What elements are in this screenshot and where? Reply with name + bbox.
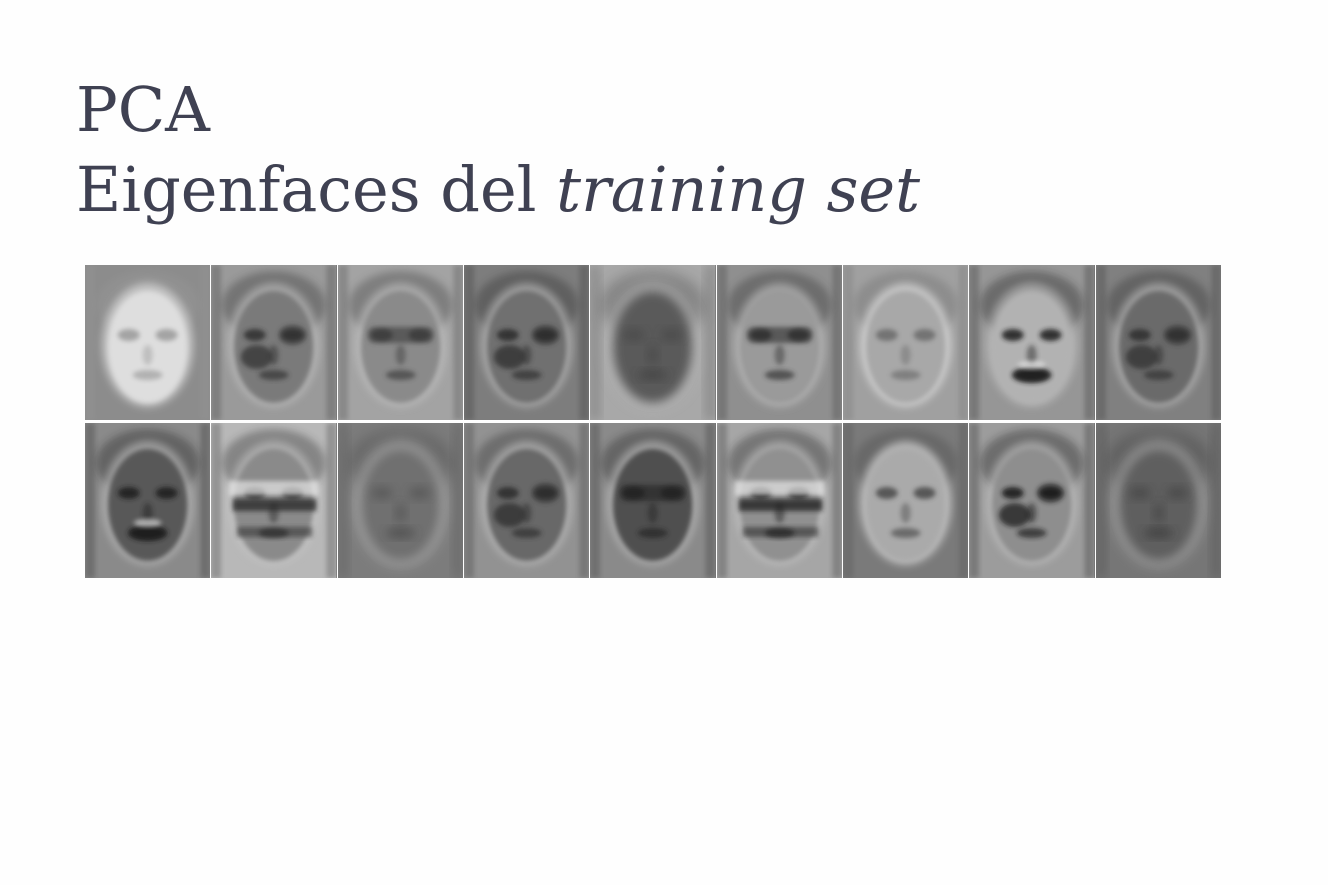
title-line1: PCA bbox=[76, 73, 210, 146]
eigenface-image bbox=[85, 265, 211, 420]
eigenface-image bbox=[1095, 423, 1221, 578]
eigenface-image bbox=[590, 265, 716, 420]
eigenface-image bbox=[337, 265, 463, 420]
eigenface-image bbox=[969, 265, 1095, 420]
eigenface-image bbox=[337, 423, 463, 578]
eigenface-image bbox=[716, 265, 842, 420]
eigenface-image bbox=[843, 423, 969, 578]
eigenface-image bbox=[843, 265, 969, 420]
eigenface-image bbox=[716, 423, 842, 578]
eigenface-image bbox=[464, 265, 590, 420]
title-line2-italic: training set bbox=[556, 153, 921, 226]
slide-title: PCA Eigenfaces del training set bbox=[76, 70, 920, 230]
eigenface-image bbox=[969, 423, 1095, 578]
eigenface-image bbox=[1095, 265, 1221, 420]
title-line2-prefix: Eigenfaces del bbox=[76, 153, 557, 226]
eigenface-image bbox=[211, 265, 337, 420]
eigenfaces-grid bbox=[85, 265, 1221, 578]
eigenface-image bbox=[85, 423, 211, 578]
eigenface-image bbox=[211, 423, 337, 578]
eigenface-image bbox=[590, 423, 716, 578]
eigenface-image bbox=[464, 423, 590, 578]
